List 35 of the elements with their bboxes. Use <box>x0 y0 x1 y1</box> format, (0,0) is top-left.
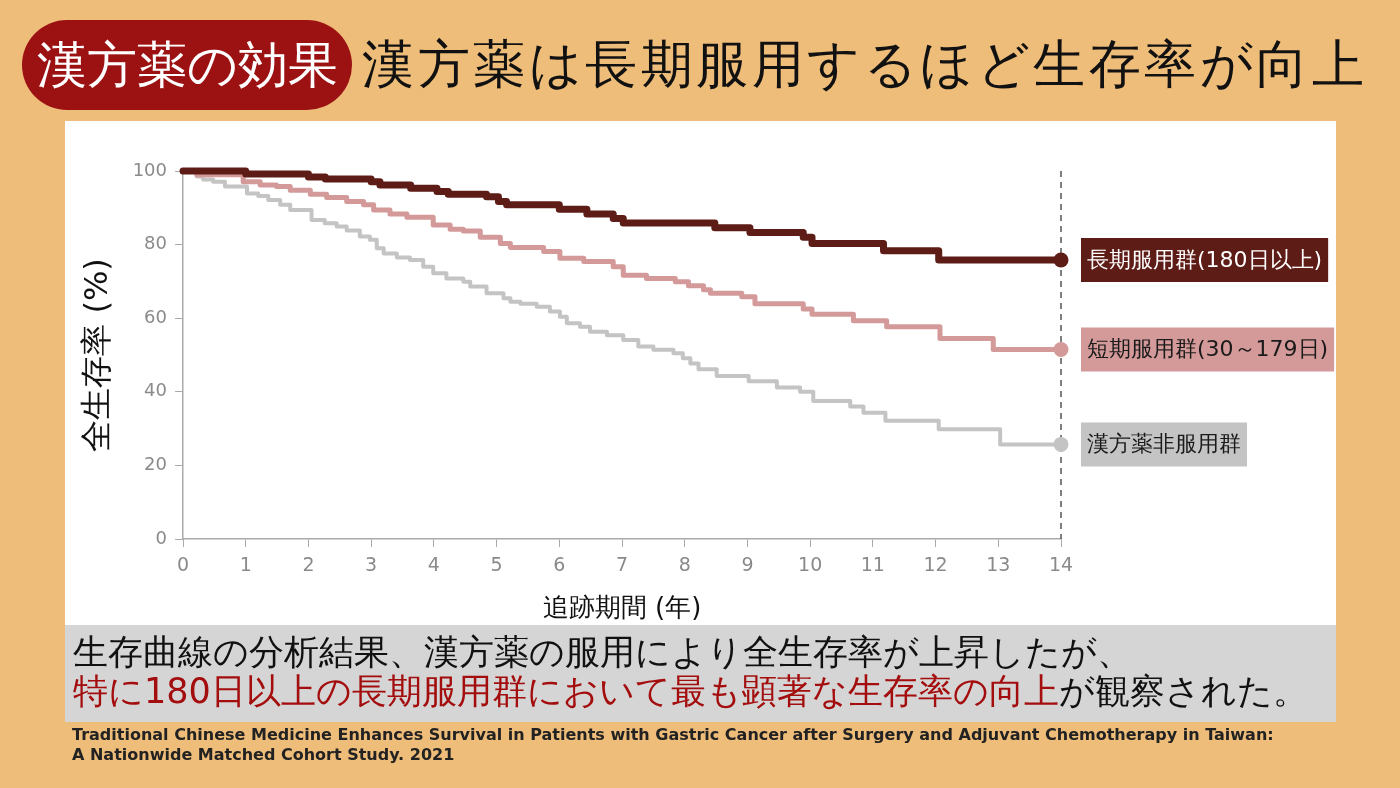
y-tick-label: 100 <box>132 158 167 180</box>
x-tick-label: 6 <box>553 553 566 576</box>
x-tick-label: 12 <box>923 553 948 576</box>
y-axis-title: 全生存率 (%) <box>76 258 115 452</box>
y-tick-label: 20 <box>144 453 167 475</box>
x-tick-label: 8 <box>678 553 691 576</box>
point <box>1053 436 1069 452</box>
x-tick-label: 11 <box>860 553 885 576</box>
y-tick-label: 0 <box>155 526 167 548</box>
text: Traditional Chinese Medicine Enhances Survival in Patients with Gastric Cancer after Surgery and Adjuvant Chemotherapy in Taiwan: A Nationwide Matched Cohort Study. 2021 <box>72 725 1275 765</box>
x-tick-label: 4 <box>427 553 440 576</box>
x-tick-label: 1 <box>239 553 252 576</box>
y-tick-label: 40 <box>144 379 167 401</box>
x-tick-label: 7 <box>615 553 629 576</box>
series-label: 長期服用群(180日以上) <box>1087 246 1323 272</box>
x-tick-label: 3 <box>365 553 378 576</box>
x-tick-label: 14 <box>1048 553 1074 576</box>
text: が観察された。 <box>1058 671 1308 711</box>
x-tick-label: 10 <box>798 553 823 576</box>
x-tick-label: 5 <box>490 553 503 576</box>
chart-subtitle: 漢方薬は長期服用するほど生存率が向上 <box>362 33 1367 96</box>
y-tick-label: 60 <box>144 305 167 327</box>
text: 生存曲線の分析結果、漢方薬の服用により全生存率が上昇したが、 <box>73 632 1132 672</box>
x-axis-title: 追跡期間 (年) <box>542 592 702 623</box>
series-label: 短期服用群(30～179日) <box>1087 336 1329 362</box>
y-tick-label: 80 <box>144 232 167 254</box>
series-label: 漢方薬非服用群 <box>1087 431 1241 457</box>
chart-title: 漢方薬の効果 <box>22 20 352 110</box>
point <box>1053 341 1069 357</box>
x-tick-label: 9 <box>741 553 754 576</box>
point <box>1053 252 1069 268</box>
x-tick-label: 2 <box>302 553 315 576</box>
text: 特に180日以上の長期服用群において最も顕著な生存率の向上 <box>73 671 1059 711</box>
x-tick-label: 13 <box>986 553 1011 576</box>
x-tick-label: 0 <box>176 553 190 576</box>
